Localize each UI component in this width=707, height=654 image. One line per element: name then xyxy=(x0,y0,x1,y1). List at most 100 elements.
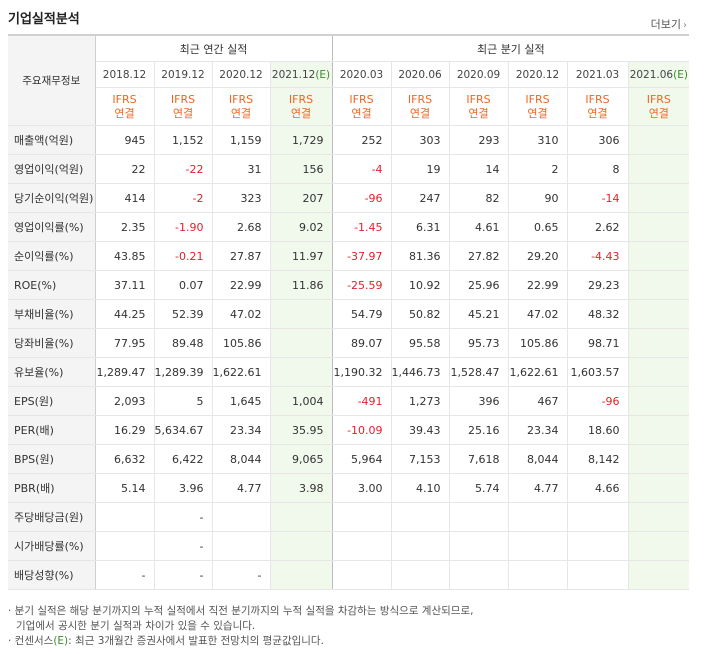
table-cell: 4.66 xyxy=(567,473,629,503)
header-date-6: 2020.09 xyxy=(449,61,509,88)
table-cell: 29.23 xyxy=(567,270,629,300)
table-cell: 310 xyxy=(508,125,568,155)
table-cell: 323 xyxy=(212,183,271,213)
table-cell xyxy=(628,357,690,387)
header-date-7: 2020.12 xyxy=(508,61,568,88)
table-cell xyxy=(628,270,690,300)
table-cell: 89.48 xyxy=(154,328,213,358)
table-cell: 7,618 xyxy=(449,444,509,474)
row-label: 유보율(%) xyxy=(8,357,96,387)
table-cell: 6,422 xyxy=(154,444,213,474)
row-label: 시가배당률(%) xyxy=(8,531,96,561)
table-cell: -1.90 xyxy=(154,212,213,242)
table-cell: - xyxy=(95,560,155,590)
table-cell: 43.85 xyxy=(95,241,155,271)
table-row: 시가배당률(%) - xyxy=(8,531,690,561)
table-cell: 4.61 xyxy=(449,212,509,242)
header-label: 주요재무정보 xyxy=(8,34,96,126)
table-cell xyxy=(449,531,509,561)
table-cell xyxy=(332,502,392,532)
table-cell: 44.25 xyxy=(95,299,155,329)
row-label: 영업이익(억원) xyxy=(8,154,96,184)
table-cell: -96 xyxy=(332,183,392,213)
header-ifrs-6: IFRS 연결 xyxy=(449,87,509,126)
row-label: 당기순이익(억원) xyxy=(8,183,96,213)
header-ifrs-2: IFRS 연결 xyxy=(212,87,271,126)
table-cell xyxy=(628,125,690,155)
table-cell: 25.16 xyxy=(449,415,509,445)
table-cell: 52.39 xyxy=(154,299,213,329)
table-cell: 27.82 xyxy=(449,241,509,271)
row-label: ROE(%) xyxy=(8,270,96,300)
table-cell xyxy=(212,531,271,561)
table-cell: 47.02 xyxy=(212,299,271,329)
row-label: BPS(원) xyxy=(8,444,96,474)
table-cell: 45.21 xyxy=(449,299,509,329)
table-cell xyxy=(270,299,333,329)
header-ifrs-3: IFRS 연결 xyxy=(270,87,333,126)
table-cell: 82 xyxy=(449,183,509,213)
table-cell xyxy=(270,531,333,561)
table-cell: 22 xyxy=(95,154,155,184)
table-cell xyxy=(508,502,568,532)
row-label: 주당배당금(원) xyxy=(8,502,96,532)
table-cell: 4.77 xyxy=(212,473,271,503)
table-cell: -4 xyxy=(332,154,392,184)
table-cell: -10.09 xyxy=(332,415,392,445)
table-cell: 11.86 xyxy=(270,270,333,300)
table-cell: 467 xyxy=(508,386,568,416)
table-cell: 5.14 xyxy=(95,473,155,503)
table-cell: -2 xyxy=(154,183,213,213)
table-cell: -96 xyxy=(567,386,629,416)
table-cell xyxy=(391,502,450,532)
table-cell xyxy=(391,560,450,590)
table-cell xyxy=(95,502,155,532)
row-label: EPS(원) xyxy=(8,386,96,416)
footnote-2: 기업에서 공시한 분기 실적과 차이가 있을 수 있습니다. xyxy=(16,620,256,632)
table-cell: 35.95 xyxy=(270,415,333,445)
table-cell: 5,964 xyxy=(332,444,392,474)
table-cell: 31 xyxy=(212,154,271,184)
table-cell: 19 xyxy=(391,154,450,184)
more-label: 더보기 xyxy=(650,18,681,31)
table-cell: 1,603.57 xyxy=(567,357,629,387)
table-cell xyxy=(270,502,333,532)
table-cell: - xyxy=(154,502,213,532)
table-cell: 5,634.67 xyxy=(154,415,213,445)
table-cell: - xyxy=(154,531,213,561)
table-cell: -4.43 xyxy=(567,241,629,271)
table-cell: 6.31 xyxy=(391,212,450,242)
table-cell: 252 xyxy=(332,125,392,155)
header-date-3: 2021.12(E) xyxy=(270,61,333,88)
header-quarter: 최근 분기 실적 xyxy=(332,34,690,62)
table-row: 순이익률(%) 43.85 -0.21 27.87 11.97 -37.97 81.36 27… xyxy=(8,241,690,271)
table-cell: 23.34 xyxy=(508,415,568,445)
table-cell xyxy=(628,444,690,474)
table-cell: 5.74 xyxy=(449,473,509,503)
table-cell: 25.96 xyxy=(449,270,509,300)
table-row: 주당배당금(원) - xyxy=(8,502,690,532)
table-cell: 9,065 xyxy=(270,444,333,474)
row-label: 배당성향(%) xyxy=(8,560,96,590)
table-cell: 2.62 xyxy=(567,212,629,242)
table-cell: 27.87 xyxy=(212,241,271,271)
more-link[interactable]: 더보기 › xyxy=(651,16,687,32)
table-cell: 1,446.73 xyxy=(391,357,450,387)
table-cell: -25.59 xyxy=(332,270,392,300)
table-cell: 6,632 xyxy=(95,444,155,474)
table-cell: 207 xyxy=(270,183,333,213)
table-cell xyxy=(95,531,155,561)
table-cell xyxy=(270,328,333,358)
row-label: 영업이익률(%) xyxy=(8,212,96,242)
table-cell: 1,622.61 xyxy=(212,357,271,387)
table-cell: 14 xyxy=(449,154,509,184)
footnote-3: · 컨센서스(E): 최근 3개월간 증권사에서 발표한 전망치의 평균값입니다… xyxy=(8,635,324,647)
table-cell: 105.86 xyxy=(212,328,271,358)
table-cell: 29.20 xyxy=(508,241,568,271)
table-cell: 1,159 xyxy=(212,125,271,155)
table-cell xyxy=(270,560,333,590)
row-label: 당좌비율(%) xyxy=(8,328,96,358)
table-cell: 1,528.47 xyxy=(449,357,509,387)
table-cell xyxy=(628,299,690,329)
table-cell: 3.98 xyxy=(270,473,333,503)
